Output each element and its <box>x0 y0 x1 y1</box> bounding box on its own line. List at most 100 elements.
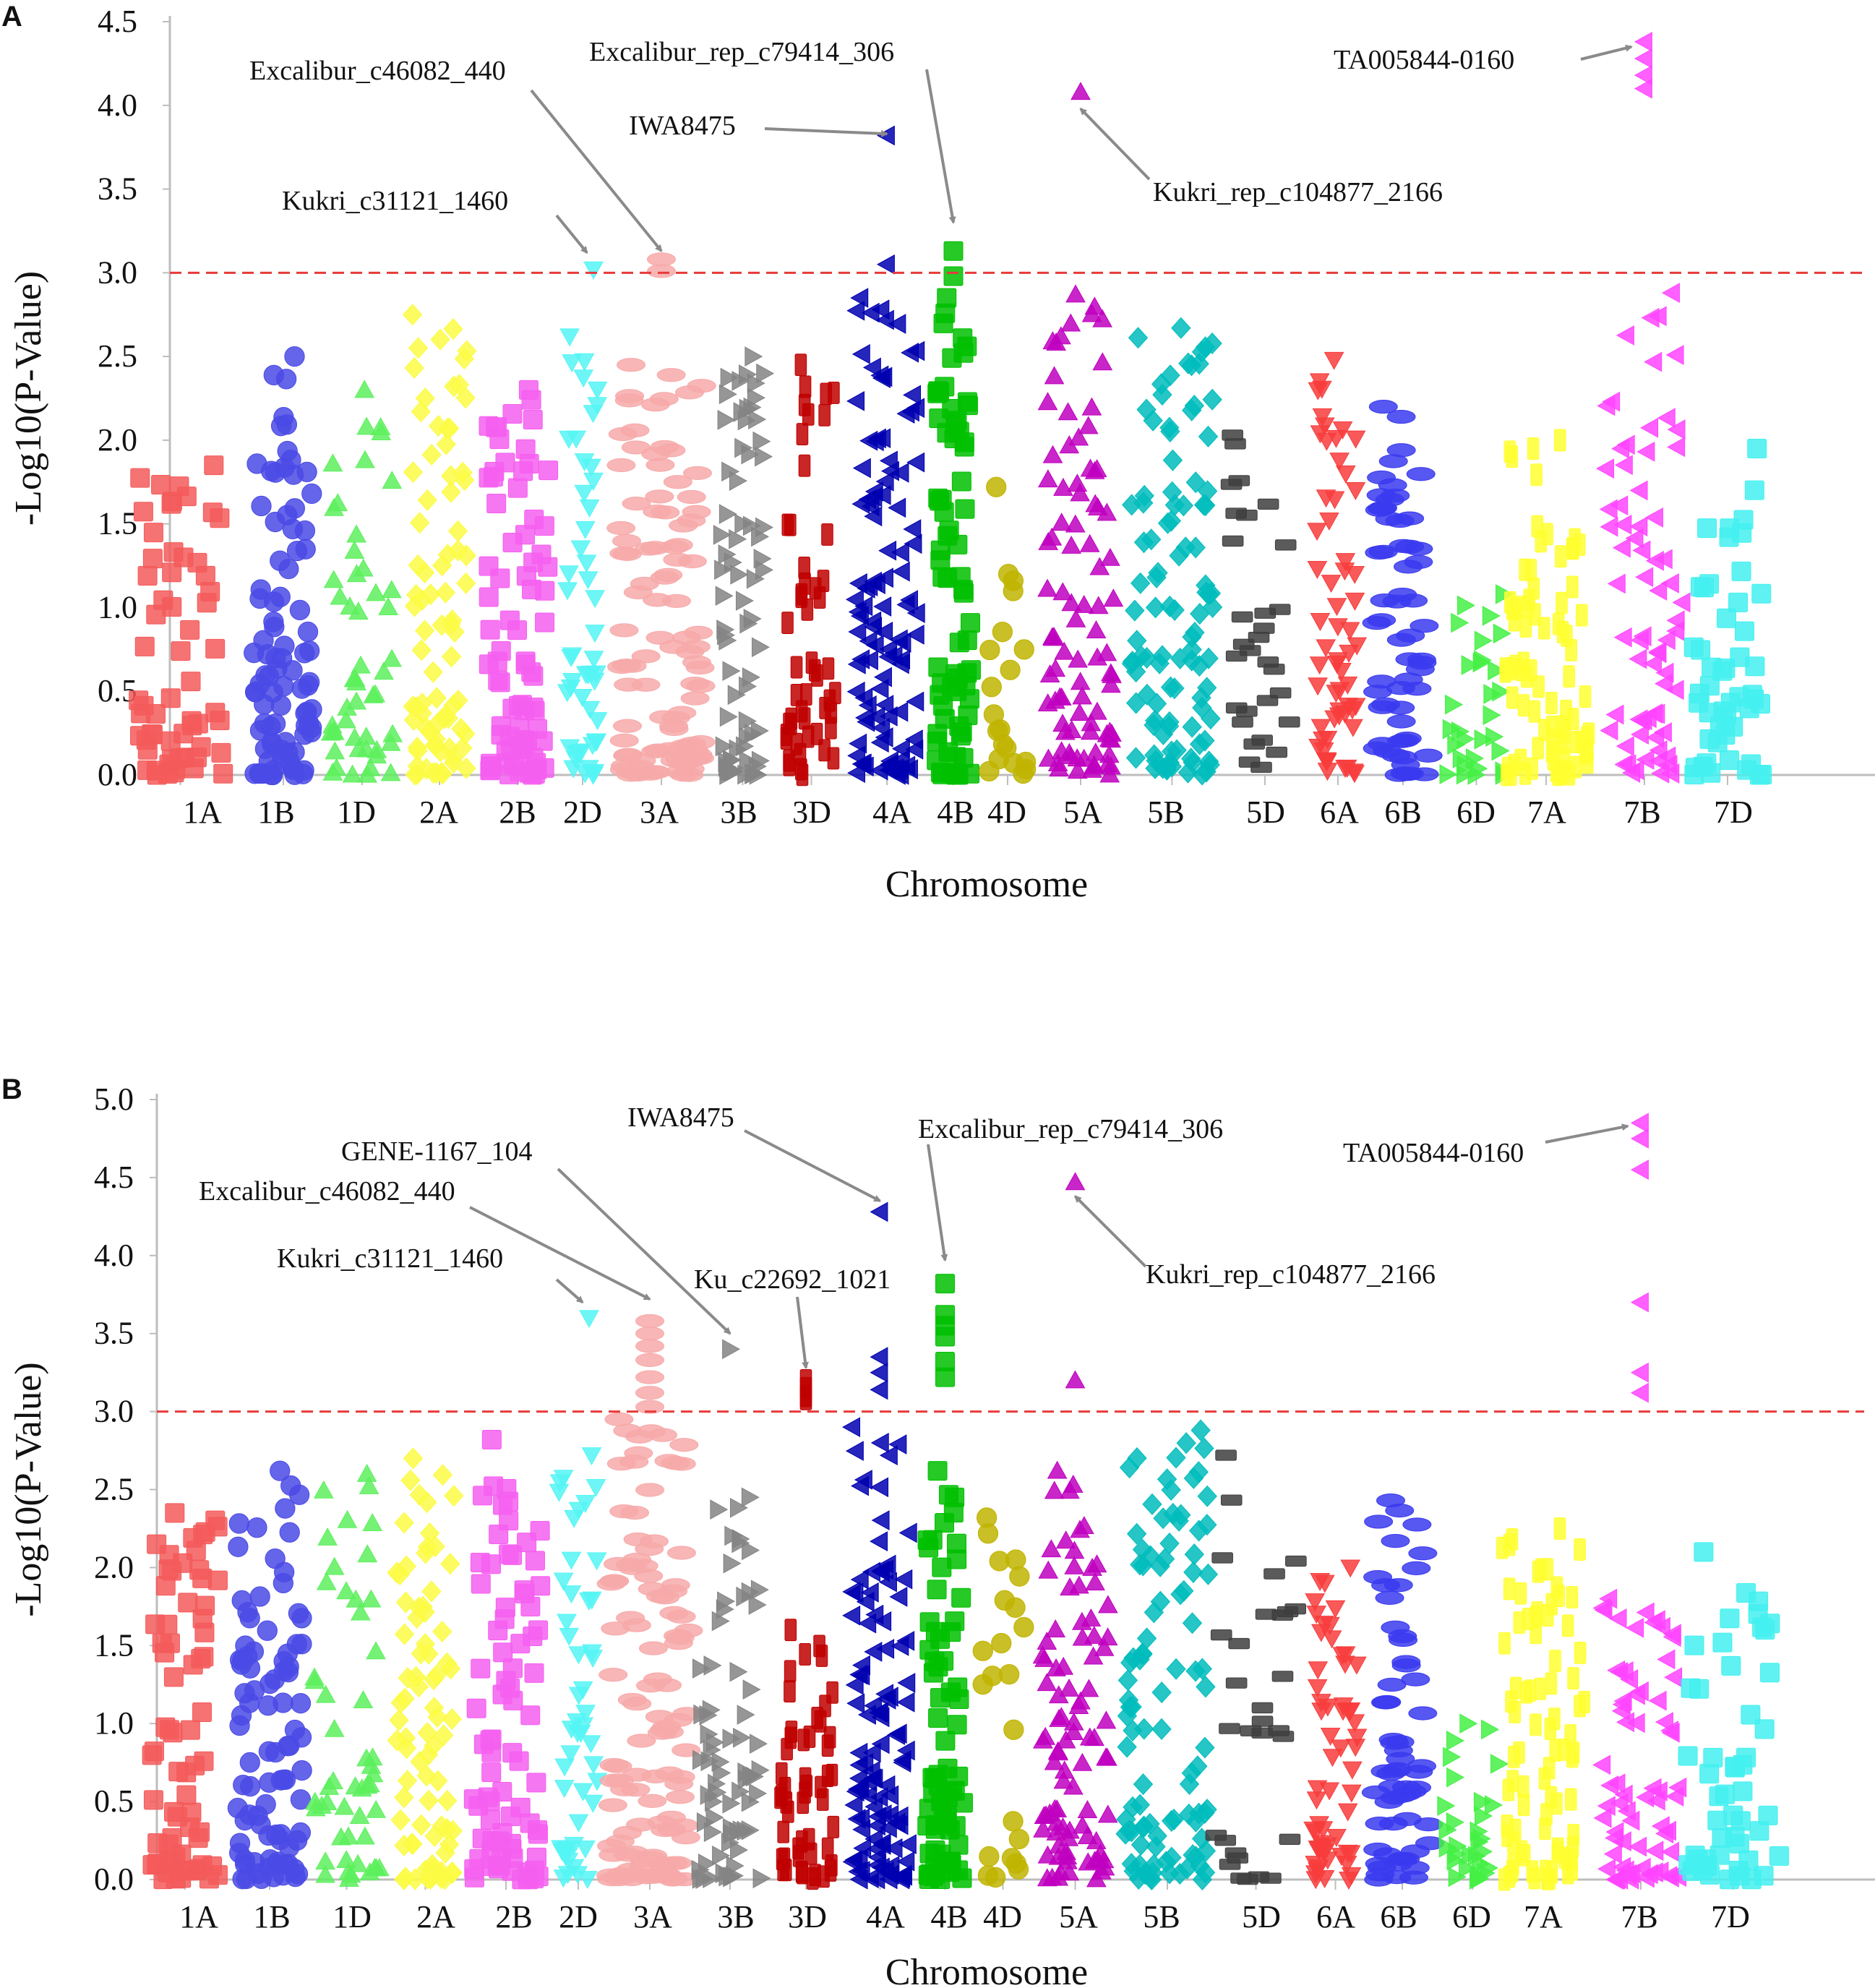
data-point <box>739 676 757 697</box>
data-point <box>1222 535 1244 547</box>
data-point <box>575 1841 596 1859</box>
data-point <box>1185 471 1206 494</box>
data-point <box>1162 1846 1182 1869</box>
data-point <box>1162 481 1183 503</box>
data-point <box>1507 1831 1519 1854</box>
data-point <box>654 1725 684 1739</box>
data-point <box>410 1750 430 1773</box>
data-point <box>1626 1684 1645 1705</box>
data-point <box>1597 1859 1616 1880</box>
data-point <box>351 655 371 674</box>
data-point <box>1260 1872 1282 1884</box>
data-point <box>1366 488 1396 502</box>
data-point <box>1386 714 1416 729</box>
data-point <box>1593 1807 1612 1828</box>
panel-a: A 0.00.51.01.52.02.53.03.54.04.5-Log10(P… <box>1 1 1875 905</box>
data-point <box>1084 296 1105 315</box>
data-point <box>1049 1708 1069 1727</box>
data-point <box>1144 1601 1164 1624</box>
data-point <box>1042 627 1063 646</box>
data-point <box>1566 1586 1579 1608</box>
data-point <box>730 565 749 585</box>
data-point <box>583 405 604 424</box>
series-1a <box>142 1503 228 1890</box>
data-point <box>623 585 653 599</box>
data-point <box>622 1697 652 1711</box>
data-point <box>346 564 367 583</box>
data-point <box>1077 1800 1098 1818</box>
data-point <box>1452 748 1471 768</box>
data-point <box>879 1869 898 1890</box>
data-point <box>1741 1705 1761 1725</box>
data-point <box>1326 429 1347 448</box>
data-point <box>1315 1574 1335 1593</box>
data-point <box>134 636 155 656</box>
data-point <box>162 597 182 617</box>
data-point <box>481 1762 502 1783</box>
significant-point <box>1630 1128 1649 1149</box>
data-point <box>1383 1578 1413 1593</box>
data-point <box>273 1769 294 1791</box>
annotation-arrow <box>764 127 888 137</box>
data-point <box>1325 1600 1346 1619</box>
data-point <box>162 562 182 583</box>
data-point <box>1097 1747 1117 1766</box>
data-point <box>1737 760 1757 780</box>
data-point <box>1689 693 1709 713</box>
data-point <box>1386 409 1416 424</box>
data-point <box>842 1605 861 1626</box>
data-point <box>1059 742 1080 761</box>
data-point <box>1072 1752 1093 1771</box>
panel-a-letter: A <box>1 1 22 33</box>
data-point <box>687 379 716 393</box>
data-point <box>1574 1538 1586 1561</box>
data-point <box>1128 327 1149 349</box>
data-point <box>953 747 974 768</box>
data-point <box>1448 1867 1467 1888</box>
data-point <box>1659 1866 1678 1886</box>
data-point <box>583 1794 604 1813</box>
data-point <box>299 640 320 661</box>
annotation-label: Excalibur_c46082_440 <box>199 1176 455 1207</box>
data-point <box>729 1497 748 1518</box>
data-point <box>443 747 463 769</box>
data-point <box>927 732 947 752</box>
data-point <box>282 758 304 780</box>
data-point <box>927 750 947 771</box>
data-point <box>587 712 608 731</box>
data-point <box>176 1762 197 1783</box>
x-tick-label: 3D <box>792 794 831 830</box>
data-point <box>604 1556 633 1572</box>
data-point <box>735 591 754 611</box>
data-point <box>753 549 772 569</box>
data-point <box>1197 1485 1217 1507</box>
data-point <box>635 1483 665 1497</box>
data-point <box>165 1503 185 1523</box>
data-point <box>412 702 432 724</box>
data-point <box>1316 753 1336 771</box>
data-point <box>1720 1608 1740 1629</box>
data-point <box>346 691 366 710</box>
data-point <box>564 1509 584 1528</box>
data-point <box>662 1856 692 1870</box>
data-point <box>717 1591 736 1612</box>
data-point <box>845 1674 864 1695</box>
data-point <box>609 1504 639 1519</box>
data-point <box>1333 1702 1353 1721</box>
data-point <box>1086 1869 1107 1888</box>
data-point <box>1257 498 1279 510</box>
annotation-arrow <box>796 1296 809 1370</box>
data-point <box>1096 1710 1117 1729</box>
data-point <box>284 346 305 367</box>
data-point <box>686 734 716 750</box>
data-point <box>1446 1850 1465 1871</box>
data-point <box>639 1869 669 1884</box>
data-point <box>497 1478 517 1499</box>
data-point <box>1309 656 1330 675</box>
data-point <box>682 655 711 669</box>
data-point <box>736 1586 755 1607</box>
data-point <box>1196 1676 1216 1698</box>
data-point <box>323 570 344 588</box>
data-point <box>794 354 807 377</box>
data-point <box>432 1815 452 1838</box>
